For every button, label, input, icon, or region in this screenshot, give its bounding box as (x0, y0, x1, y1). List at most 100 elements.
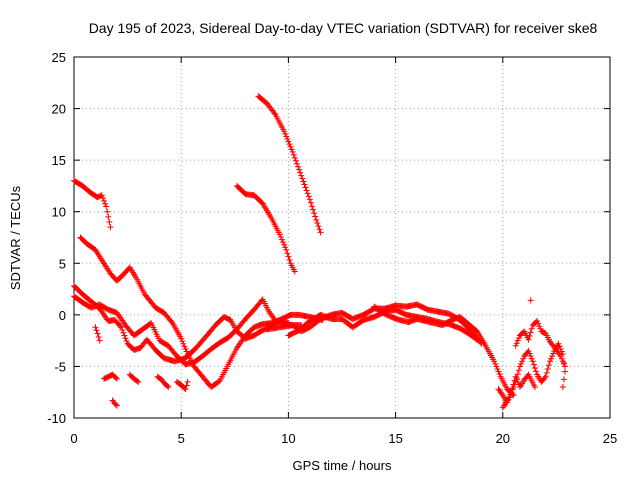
data-point-fill (206, 347, 213, 354)
data-point (527, 297, 534, 304)
data-point-fill (401, 310, 408, 317)
data-point-fill (150, 344, 157, 351)
data-point-fill (133, 377, 140, 384)
data-point-fill (307, 199, 314, 206)
data-point-fill (95, 334, 102, 341)
data-point-fill (118, 273, 125, 280)
data-point (298, 172, 305, 179)
data-point-fill (214, 379, 221, 386)
series-track-5 (255, 93, 324, 236)
data-point-fill (180, 340, 187, 347)
data-point-fill (255, 329, 262, 336)
data-point-fill (540, 329, 547, 336)
data-point-fill (520, 378, 527, 385)
data-point-fill (280, 126, 287, 133)
data-point-fill (116, 321, 123, 328)
data-point-fill (530, 361, 537, 368)
data-point-fill (531, 320, 538, 327)
data-point-fill (191, 346, 198, 353)
data-point-fill (293, 160, 300, 167)
data-point (561, 363, 568, 370)
data-point-fill (140, 289, 147, 296)
data-point-fill (182, 345, 189, 352)
series-track-12 (495, 371, 538, 406)
series-track-9 (371, 303, 517, 399)
data-point-fill (284, 250, 291, 257)
data-point (103, 203, 110, 210)
data-point-fill (503, 384, 510, 391)
data-point-fill (103, 305, 110, 312)
data-point-fill (304, 190, 311, 197)
data-point-fill (180, 359, 187, 366)
data-point-fill (119, 326, 126, 333)
data-point-fill (223, 335, 230, 342)
data-point (113, 402, 120, 409)
data-point-fill (271, 110, 278, 117)
data-point-fill (112, 401, 119, 408)
data-point-fill (545, 336, 552, 343)
data-point-fill (90, 245, 97, 252)
data-point-fill (163, 341, 170, 348)
data-point-fill (530, 381, 537, 388)
data-point-fill (248, 326, 255, 333)
data-point-fill (463, 319, 470, 326)
data-point-fill (386, 312, 393, 319)
x-tick-label: 20 (496, 431, 510, 446)
data-point-fill (519, 358, 526, 365)
data-point-fill (515, 335, 522, 342)
data-point (184, 378, 191, 385)
data-point-fill (549, 353, 556, 360)
y-axis-label: SDTVAR / TECUs (8, 185, 23, 290)
data-point-fill (168, 318, 175, 325)
data-point-fill (541, 375, 548, 382)
data-point-fill (304, 319, 311, 326)
data-point-fill (231, 328, 238, 335)
data-point-fill (305, 193, 312, 200)
data-point-fill (270, 108, 277, 115)
axis-ticks: 0 5 10 15 20 25 -10 -5 0 5 10 15 20 25 (47, 50, 617, 446)
data-point-fill (225, 315, 232, 322)
series-fragment-a (92, 324, 103, 344)
x-tick-label: 10 (281, 431, 295, 446)
data-point-fill (514, 378, 521, 385)
data-point-fill (97, 255, 104, 262)
data-point-fill (377, 308, 384, 315)
data-point-fill (210, 324, 217, 331)
data-point-fill (287, 143, 294, 150)
data-point-fill (280, 239, 287, 246)
series-track-1 (71, 177, 114, 231)
y-tick-label: -5 (54, 359, 66, 374)
data-point-fill (121, 332, 128, 339)
data-point-fill (281, 241, 288, 248)
data-point-fill (218, 315, 225, 322)
data-point-fill (297, 169, 304, 176)
data-point-fill (300, 178, 307, 185)
data-point-fill (557, 345, 564, 352)
data-point-fill (277, 233, 284, 240)
data-point-fill (473, 335, 479, 342)
data-point-fill (493, 363, 500, 370)
data-point-fill (177, 333, 184, 340)
data-point-fill (290, 151, 297, 158)
data-point (559, 384, 566, 391)
data-point (529, 358, 536, 365)
data-point-fill (240, 318, 247, 325)
data-point-fill (93, 327, 100, 334)
data-point-fill (112, 374, 119, 381)
data-point-fill (358, 318, 365, 325)
data-point-fill (315, 223, 322, 230)
data-point-fill (132, 273, 139, 280)
chart-title: Day 195 of 2023, Sidereal Day-to-day VTE… (89, 20, 598, 36)
data-point-fill (560, 360, 567, 367)
data-point-fill (513, 340, 520, 347)
data-point-fill (103, 374, 110, 381)
data-point-fill (158, 308, 165, 315)
series-outlier (527, 297, 534, 304)
data-point-fill (86, 188, 93, 195)
data-point-fill (201, 334, 208, 341)
data-point (94, 330, 101, 337)
data-point-fill (158, 353, 165, 360)
data-point-fill (312, 213, 319, 220)
data-point-fill (490, 356, 497, 363)
